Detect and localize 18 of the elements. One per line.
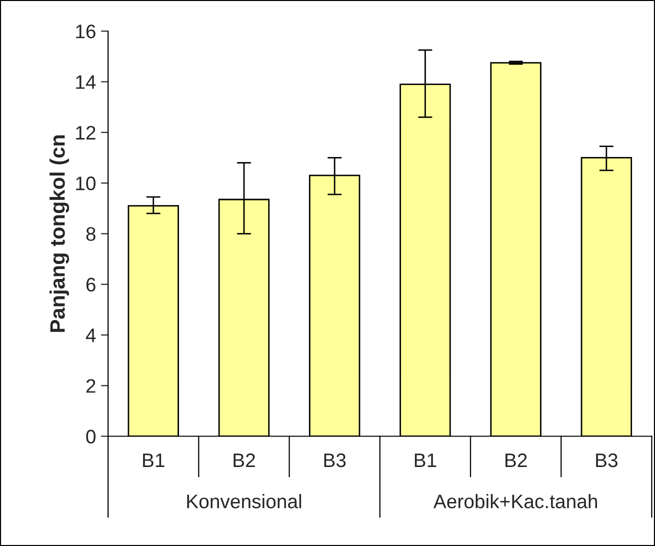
y-axis-title: Panjang tongkol (cn — [50, 135, 70, 332]
y-tick-label: 4 — [86, 328, 96, 342]
y-tick-label: 8 — [86, 227, 96, 241]
y-tick-label: 6 — [86, 278, 96, 292]
y-tick-label: 2 — [86, 379, 96, 393]
y-tick-label: 10 — [76, 176, 96, 190]
x-tick-label: B1 — [143, 454, 164, 468]
y-tick-label: 12 — [76, 126, 96, 140]
x-tick-label: B2 — [506, 453, 527, 468]
text: Aerobik+Kac.tanah — [433, 494, 597, 508]
x-tick-label: B3 — [596, 453, 618, 468]
x-tick-label: B1 — [414, 454, 436, 468]
x-tick-label: B2 — [234, 453, 255, 468]
y-tick-label: 0 — [86, 430, 96, 444]
y-tick-label: 14 — [76, 75, 96, 89]
y-tick-label: 16 — [76, 24, 96, 38]
text: Konvensional — [187, 494, 302, 508]
x-tick-label: B3 — [324, 453, 346, 468]
